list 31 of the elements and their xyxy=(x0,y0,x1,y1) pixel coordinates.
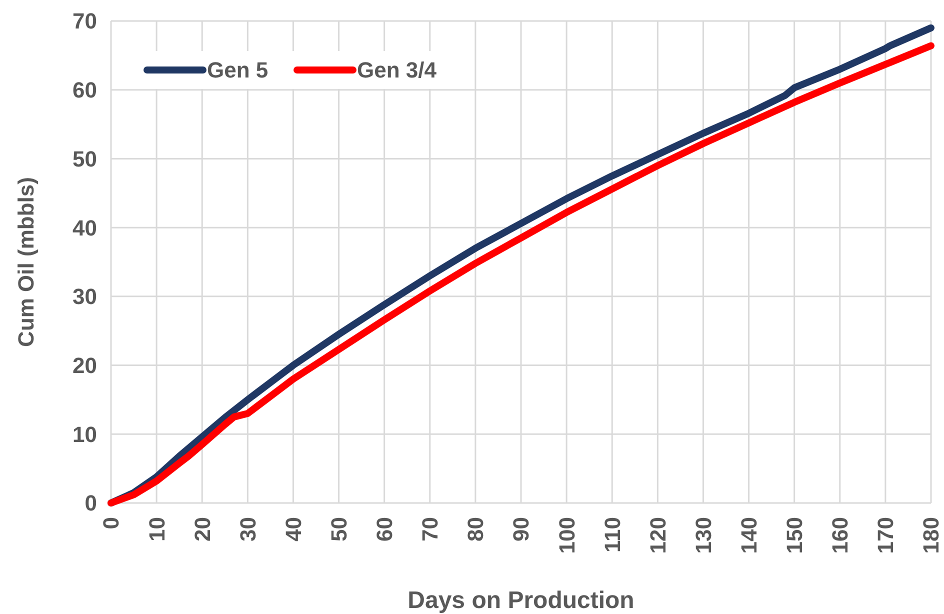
x-tick-label: 100 xyxy=(554,517,580,554)
x-tick-label: 130 xyxy=(690,517,716,554)
x-tick-label: 150 xyxy=(782,517,808,554)
x-tick-label: 50 xyxy=(326,517,352,542)
y-tick-label: 30 xyxy=(72,284,97,310)
x-tick-label: 120 xyxy=(645,517,670,554)
y-tick-label: 20 xyxy=(72,352,97,378)
x-tick-label: 0 xyxy=(98,517,124,530)
x-tick-label: 110 xyxy=(600,517,625,552)
x-tick-label: 170 xyxy=(873,517,898,554)
x-tick-label: 80 xyxy=(463,517,488,542)
x-axis-title: Days on Production xyxy=(408,587,634,614)
x-tick-label: 90 xyxy=(508,517,534,542)
x-tick-label: 180 xyxy=(918,517,944,554)
x-tick-label: 70 xyxy=(418,517,443,542)
y-tick-label: 60 xyxy=(72,78,97,103)
y-tick-label: 70 xyxy=(72,8,97,34)
x-tick-label: 20 xyxy=(190,517,215,542)
y-axis-title: Cum Oil (mbbls) xyxy=(14,177,39,347)
x-tick-label: 60 xyxy=(372,517,398,542)
y-tick-label: 10 xyxy=(72,422,97,447)
legend-label: Gen 5 xyxy=(207,58,268,83)
x-tick-label: 40 xyxy=(280,517,306,542)
y-tick-label: 40 xyxy=(72,215,97,240)
x-tick-label: 10 xyxy=(144,517,170,542)
legend-label: Gen 3/4 xyxy=(357,58,438,83)
x-tick-label: 160 xyxy=(828,517,853,554)
x-tick-label: 30 xyxy=(235,517,260,542)
y-tick-label: 50 xyxy=(72,146,97,172)
y-tick-label: 0 xyxy=(84,490,97,516)
x-tick-label: 140 xyxy=(736,517,762,554)
